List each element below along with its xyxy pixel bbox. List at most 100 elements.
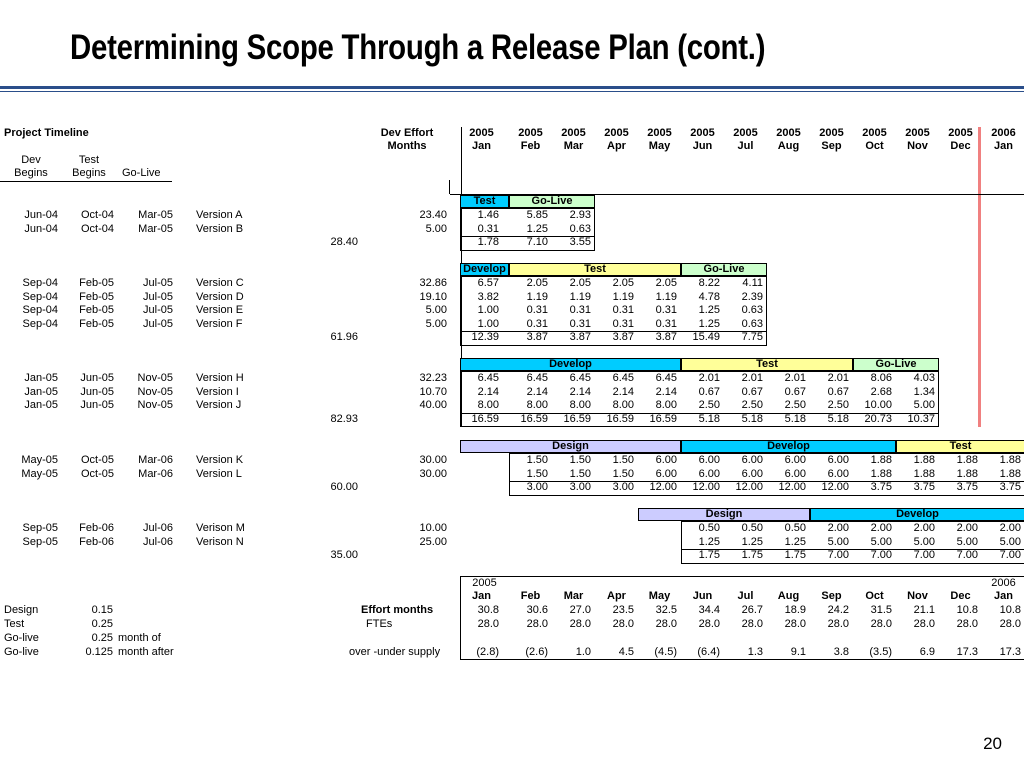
summary-month-header: Mar	[563, 590, 584, 602]
summary-value-cell: 24.2	[827, 604, 849, 616]
month-total-cell: 3.75	[870, 481, 892, 494]
month-total-cell: 7.00	[999, 549, 1021, 562]
dev-begins-cell: Jan-05	[24, 399, 58, 412]
month-effort-cell: 0.63	[569, 222, 591, 235]
month-total-cell: 7.10	[526, 236, 548, 249]
golive-cell: Mar-05	[138, 209, 173, 221]
version-name: Version F	[196, 317, 243, 330]
param-value: 0.125	[85, 646, 113, 658]
month-effort-cell: 1.88	[870, 467, 892, 480]
month-total-cell: 1.78	[477, 236, 499, 249]
month-year-header: 2005	[469, 127, 494, 139]
version-name: Verison N	[196, 535, 244, 548]
summary-value-cell: 28.0	[956, 618, 978, 630]
month-effort-cell: 4.78	[698, 290, 720, 303]
version-name: Verison M	[196, 522, 245, 534]
month-effort-cell: 2.14	[612, 385, 634, 398]
phase-header: Develop	[460, 358, 681, 371]
month-effort-cell: 6.00	[784, 454, 806, 466]
dev-effort-header: Dev Effort	[380, 127, 434, 139]
golive-cell: Jul-06	[143, 535, 173, 548]
month-effort-cell: 8.00	[655, 399, 677, 412]
phase-header: Develop	[460, 263, 509, 276]
test-begins-cell: Jun-05	[80, 385, 114, 398]
test-begins-cell: Jun-05	[80, 399, 114, 412]
month-effort-cell: 2.01	[784, 372, 806, 384]
month-effort-cell: 0.67	[784, 385, 806, 398]
month-effort-cell: 1.50	[526, 467, 548, 480]
summary-value-cell: 21.1	[913, 604, 935, 616]
total-separator	[681, 549, 1024, 551]
month-total-cell: 16.59	[563, 412, 591, 425]
effort-block-border	[460, 208, 595, 251]
effort-block-border	[681, 521, 1024, 564]
dev-effort-cell: 30.00	[419, 467, 447, 480]
month-effort-cell: 0.31	[655, 304, 677, 317]
timeline-left-border	[461, 127, 462, 427]
month-effort-cell: 5.00	[870, 535, 892, 548]
month-effort-cell: 2.05	[569, 277, 591, 289]
month-effort-cell: 1.25	[698, 317, 720, 330]
month-effort-cell: 0.31	[569, 304, 591, 317]
month-effort-cell: 6.00	[741, 467, 763, 480]
month-total-cell: 3.87	[526, 331, 548, 344]
phase-header: Develop	[810, 508, 1024, 521]
summary-value-cell: 28.0	[612, 618, 634, 630]
month-total-cell: 10.37	[907, 412, 935, 425]
dev-begins-cell: Sep-04	[22, 317, 58, 330]
title-rule-thin	[0, 91, 1024, 92]
test-begins-cell: Oct-05	[80, 454, 114, 466]
total-separator	[460, 331, 767, 333]
month-effort-cell: 6.57	[477, 277, 499, 289]
summary-value-cell: 28.0	[477, 618, 499, 630]
test-header: Test	[78, 154, 100, 166]
month-effort-cell: 1.25	[784, 535, 806, 548]
month-year-header: 2005	[647, 127, 672, 139]
month-effort-cell: 5.85	[526, 209, 548, 221]
month-total-cell: 12.00	[821, 481, 849, 494]
month-effort-cell: 1.19	[526, 290, 548, 303]
month-effort-cell: 6.45	[477, 372, 499, 384]
month-effort-cell: 2.39	[741, 290, 763, 303]
version-name: Version A	[196, 209, 243, 221]
month-effort-cell: 8.00	[569, 399, 591, 412]
title-rule	[0, 86, 1024, 89]
month-effort-cell: 6.00	[784, 467, 806, 480]
summary-value-cell: (3.5)	[869, 646, 892, 658]
version-name: Version D	[196, 290, 244, 303]
month-total-cell: 7.75	[741, 331, 763, 344]
month-effort-cell: 0.50	[741, 522, 763, 534]
month-effort-cell: 0.63	[741, 317, 763, 330]
param-label: Design	[4, 604, 39, 616]
month-effort-cell: 6.00	[741, 454, 763, 466]
summary-value-cell: 6.9	[919, 646, 935, 658]
month-effort-cell: 0.50	[784, 522, 806, 534]
group-total-effort: 35.00	[330, 549, 358, 562]
month-effort-cell: 5.00	[913, 399, 935, 412]
month-year-header: 2005	[776, 127, 801, 139]
golive-header: Go-Live	[122, 167, 161, 179]
month-effort-cell: 2.05	[526, 277, 548, 289]
over-under-label: over -under supply	[349, 646, 441, 658]
month-effort-cell: 10.00	[864, 399, 892, 412]
summary-month-header: Feb	[520, 590, 541, 602]
phase-header: Test	[460, 195, 509, 208]
summary-year-last: 2006	[991, 577, 1016, 589]
month-total-cell: 3.00	[526, 481, 548, 494]
summary-value-cell: 28.0	[870, 618, 892, 630]
test-begins-cell: Feb-05	[79, 290, 114, 303]
month-total-cell: 7.00	[913, 549, 935, 562]
summary-value-cell: 1.0	[575, 646, 591, 658]
summary-value-cell: 3.8	[833, 646, 849, 658]
dev-begins-cell: Jan-05	[24, 385, 58, 398]
month-effort-cell: 2.05	[655, 277, 677, 289]
summary-month-header: Dec	[950, 590, 971, 602]
month-effort-cell: 8.00	[612, 399, 634, 412]
test-begins-cell: Feb-05	[79, 277, 114, 289]
effort-block-border	[460, 371, 939, 428]
month-effort-cell: 1.50	[526, 454, 548, 466]
timeline-gutter-line	[449, 180, 450, 194]
summary-month-header: Jan	[472, 590, 491, 602]
month-effort-cell: 1.00	[477, 317, 499, 330]
current-date-marker	[978, 127, 981, 427]
